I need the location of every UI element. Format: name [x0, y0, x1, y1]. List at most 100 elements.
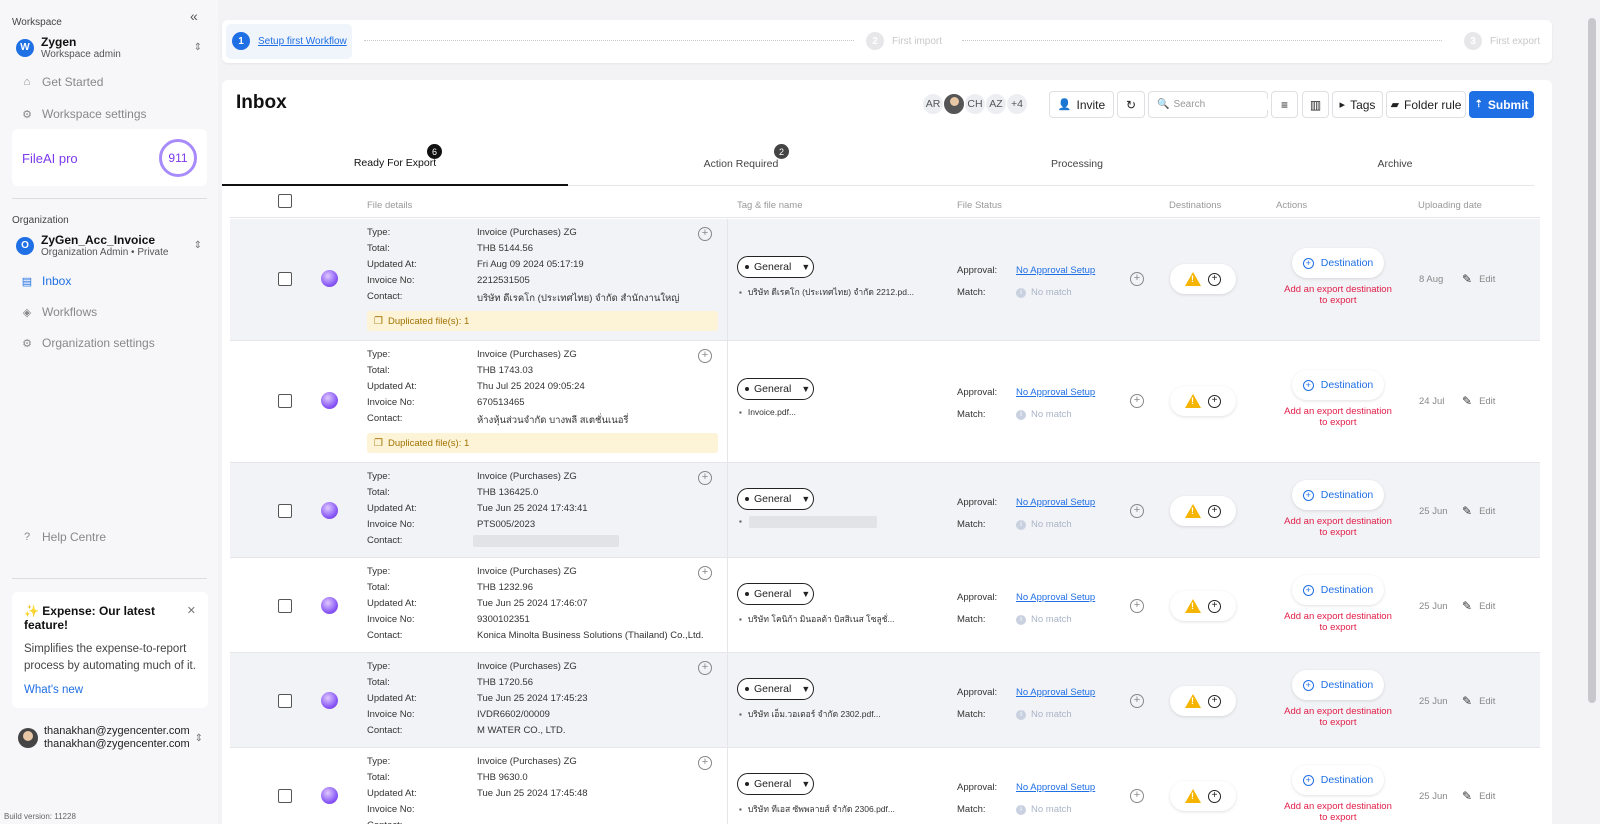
add-field-icon[interactable]: +: [698, 661, 712, 675]
scrollbar[interactable]: [1588, 18, 1596, 703]
duplicate-warning[interactable]: ❐ Duplicated file(s): 1: [367, 311, 718, 331]
row-checkbox[interactable]: [278, 789, 292, 803]
step-label: Setup first Workflow: [258, 35, 347, 47]
user-menu[interactable]: thanakhan@zygencenter.com thanakhan@zyge…: [18, 725, 203, 751]
add-field-icon[interactable]: +: [698, 756, 712, 770]
table-row[interactable]: + Type: Invoice (Purchases) ZG Total: TH…: [230, 219, 1540, 341]
folder-rule-button[interactable]: ▰ Folder rule: [1386, 91, 1466, 118]
tag-select[interactable]: General ▼: [737, 773, 814, 795]
sidebar-item-organization-settings[interactable]: ⚙ Organization settings: [20, 336, 200, 350]
row-checkbox[interactable]: [278, 599, 292, 613]
step-label: First import: [892, 35, 942, 47]
detail-label: Invoice No:: [367, 275, 415, 286]
tag-select[interactable]: General ▼: [737, 256, 814, 278]
row-checkbox[interactable]: [278, 272, 292, 286]
file-name[interactable]: ▪ บริษัท เอ็ม.วอเตอร์ จำกัด 2302.pdf...: [739, 707, 881, 721]
destination-status[interactable]: +: [1170, 686, 1236, 716]
invite-button[interactable]: 👤 Invite: [1049, 91, 1114, 118]
no-approval-setup-link[interactable]: No Approval Setup: [1016, 265, 1096, 276]
no-approval-setup-link[interactable]: No Approval Setup: [1016, 387, 1096, 398]
file-name[interactable]: ▪ บริษัท ดีเรคโก (ประเทศไทย) จำกัด 2212.…: [739, 285, 914, 299]
add-status-icon[interactable]: +: [1130, 504, 1144, 518]
row-checkbox[interactable]: [278, 694, 292, 708]
tab-action-required[interactable]: Action Required 2: [568, 142, 914, 186]
tag-select[interactable]: General ▼: [737, 678, 814, 700]
file-name[interactable]: ▪: [739, 517, 748, 526]
tags-button[interactable]: ▸ Tags: [1332, 91, 1383, 118]
destination-status[interactable]: +: [1170, 264, 1236, 294]
row-checkbox[interactable]: [278, 504, 292, 518]
organization-switcher[interactable]: O ZyGen_Acc_Invoice Organization Admin •…: [16, 233, 202, 258]
no-approval-setup-link[interactable]: No Approval Setup: [1016, 782, 1096, 793]
edit-button[interactable]: ✎ Edit: [1462, 599, 1495, 613]
filter-button[interactable]: ≡: [1271, 91, 1298, 118]
destination-button[interactable]: + Destination: [1292, 575, 1384, 605]
sidebar-item-workspace-settings[interactable]: ⚙ Workspace settings: [20, 107, 200, 121]
upload-date: 25 Jun: [1419, 696, 1448, 707]
add-field-icon[interactable]: +: [698, 566, 712, 580]
step-1[interactable]: 1 Setup first Workflow: [232, 32, 347, 50]
table-row[interactable]: + Type: Invoice (Purchases) ZG Total: TH…: [230, 558, 1540, 653]
file-name[interactable]: ▪ Invoice.pdf...: [739, 407, 796, 417]
add-field-icon[interactable]: +: [698, 349, 712, 363]
pencil-icon: ✎: [1462, 272, 1473, 286]
duplicate-warning[interactable]: ❐ Duplicated file(s): 1: [367, 433, 718, 453]
tag-select[interactable]: General ▼: [737, 583, 814, 605]
match-status-text: No match: [1031, 409, 1072, 420]
add-field-icon[interactable]: +: [698, 471, 712, 485]
table-row[interactable]: + Type: Invoice (Purchases) ZG Total: TH…: [230, 463, 1540, 558]
add-status-icon[interactable]: +: [1130, 789, 1144, 803]
no-approval-setup-link[interactable]: No Approval Setup: [1016, 497, 1096, 508]
info-icon: i: [1016, 409, 1026, 420]
add-circle-icon: +: [1302, 774, 1314, 786]
destination-button[interactable]: + Destination: [1292, 480, 1384, 510]
whats-new-link[interactable]: What's new: [24, 684, 84, 696]
member-avatars[interactable]: AR CH AZ +4: [922, 93, 1028, 115]
search-input[interactable]: [1173, 99, 1269, 110]
add-field-icon[interactable]: +: [698, 227, 712, 241]
tab-ready-for-export[interactable]: Ready For Export 6: [222, 142, 568, 186]
no-approval-setup-link[interactable]: No Approval Setup: [1016, 687, 1096, 698]
no-approval-setup-link[interactable]: No Approval Setup: [1016, 592, 1096, 603]
destination-button[interactable]: + Destination: [1292, 765, 1384, 795]
destination-status[interactable]: +: [1170, 781, 1236, 811]
workspace-switcher[interactable]: W Zygen Workspace admin ⇕: [16, 35, 202, 60]
add-status-icon[interactable]: +: [1130, 272, 1144, 286]
tag-select[interactable]: General ▼: [737, 488, 814, 510]
add-status-icon[interactable]: +: [1130, 694, 1144, 708]
file-name[interactable]: ▪ บริษัท โคนิก้า มินอลต้า บิสสิเนส โซลูช…: [739, 612, 895, 626]
table-row[interactable]: + Type: Invoice (Purchases) ZG Total: TH…: [230, 748, 1540, 824]
sidebar-item-inbox[interactable]: ▤ Inbox: [20, 274, 200, 288]
tag-select[interactable]: General ▼: [737, 378, 814, 400]
sidebar-item-help-centre[interactable]: ? Help Centre: [20, 530, 200, 544]
destination-status[interactable]: +: [1170, 496, 1236, 526]
file-name[interactable]: ▪ บริษัท ทีเอส ซัพพลายส์ จำกัด 2306.pdf.…: [739, 802, 895, 816]
table-row[interactable]: + Type: Invoice (Purchases) ZG Total: TH…: [230, 653, 1540, 748]
edit-button[interactable]: ✎ Edit: [1462, 789, 1495, 803]
select-all-checkbox[interactable]: [278, 194, 292, 208]
refresh-button[interactable]: ↻: [1117, 91, 1145, 118]
row-checkbox[interactable]: [278, 394, 292, 408]
tab-processing[interactable]: Processing: [914, 142, 1240, 186]
edit-button[interactable]: ✎ Edit: [1462, 504, 1495, 518]
edit-button[interactable]: ✎ Edit: [1462, 394, 1495, 408]
collapse-sidebar-icon[interactable]: «: [190, 8, 198, 24]
destination-button[interactable]: + Destination: [1292, 670, 1384, 700]
columns-button[interactable]: ▥: [1302, 91, 1329, 118]
destination-status[interactable]: +: [1170, 386, 1236, 416]
destination-button[interactable]: + Destination: [1292, 370, 1384, 400]
add-status-icon[interactable]: +: [1130, 394, 1144, 408]
submit-button[interactable]: ⇡ Submit: [1469, 91, 1534, 118]
edit-button[interactable]: ✎ Edit: [1462, 272, 1495, 286]
sidebar-item-workflows[interactable]: ◈ Workflows: [20, 305, 200, 319]
tab-archive[interactable]: Archive: [1240, 142, 1550, 186]
table-row[interactable]: + Type: Invoice (Purchases) ZG Total: TH…: [230, 341, 1540, 463]
sidebar-item-get-started[interactable]: ⌂ Get Started: [20, 75, 200, 89]
destination-button[interactable]: + Destination: [1292, 248, 1384, 278]
add-status-icon[interactable]: +: [1130, 599, 1144, 613]
search-box[interactable]: 🔍: [1148, 91, 1269, 118]
edit-button[interactable]: ✎ Edit: [1462, 694, 1495, 708]
destination-status[interactable]: +: [1170, 591, 1236, 621]
plan-card[interactable]: FileAI pro 911: [12, 129, 207, 186]
close-icon[interactable]: ✕: [186, 605, 196, 617]
